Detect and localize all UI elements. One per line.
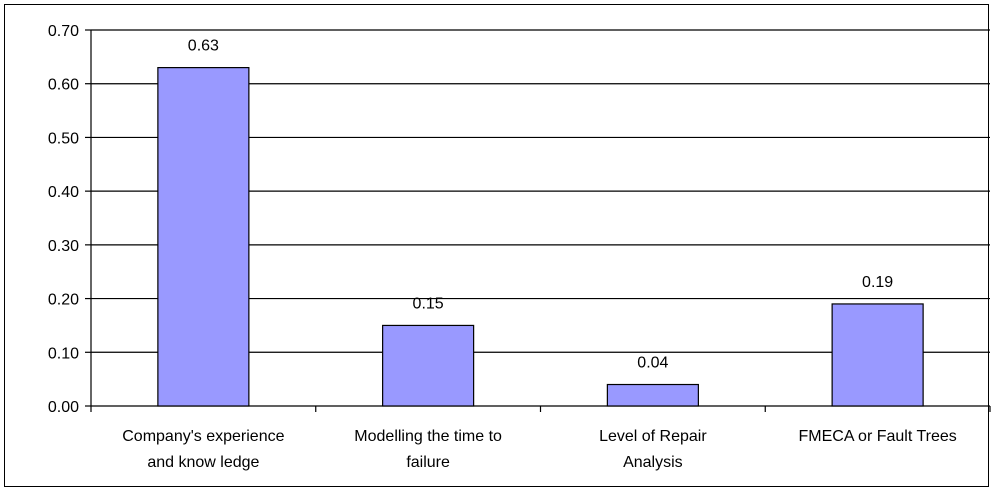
y-tick-label: 0.70 bbox=[48, 23, 79, 40]
x-category-label: Modelling the time to bbox=[354, 428, 502, 445]
bar bbox=[831, 303, 924, 407]
x-category-label: failure bbox=[406, 454, 450, 471]
y-tick-label: 0.40 bbox=[48, 184, 79, 201]
bar bbox=[382, 324, 475, 407]
x-category-label: FMECA or Fault Trees bbox=[798, 428, 956, 445]
y-tick-label: 0.20 bbox=[48, 292, 79, 309]
y-tick-label: 0.00 bbox=[48, 399, 79, 416]
data-label: 0.15 bbox=[413, 295, 444, 312]
data-label: 0.19 bbox=[862, 274, 893, 291]
x-category-label: Level of Repair bbox=[599, 428, 707, 445]
y-tick-label: 0.10 bbox=[48, 345, 79, 362]
bar bbox=[157, 66, 250, 407]
y-tick-label: 0.50 bbox=[48, 130, 79, 147]
y-tick-label: 0.30 bbox=[48, 238, 79, 255]
x-category-label: Company's experience bbox=[122, 428, 284, 445]
bar bbox=[606, 383, 699, 407]
x-category-label: and know ledge bbox=[147, 454, 259, 471]
data-label: 0.63 bbox=[188, 38, 219, 55]
data-label: 0.04 bbox=[637, 355, 668, 372]
x-category-label: Analysis bbox=[623, 454, 683, 471]
y-tick-label: 0.60 bbox=[48, 77, 79, 94]
